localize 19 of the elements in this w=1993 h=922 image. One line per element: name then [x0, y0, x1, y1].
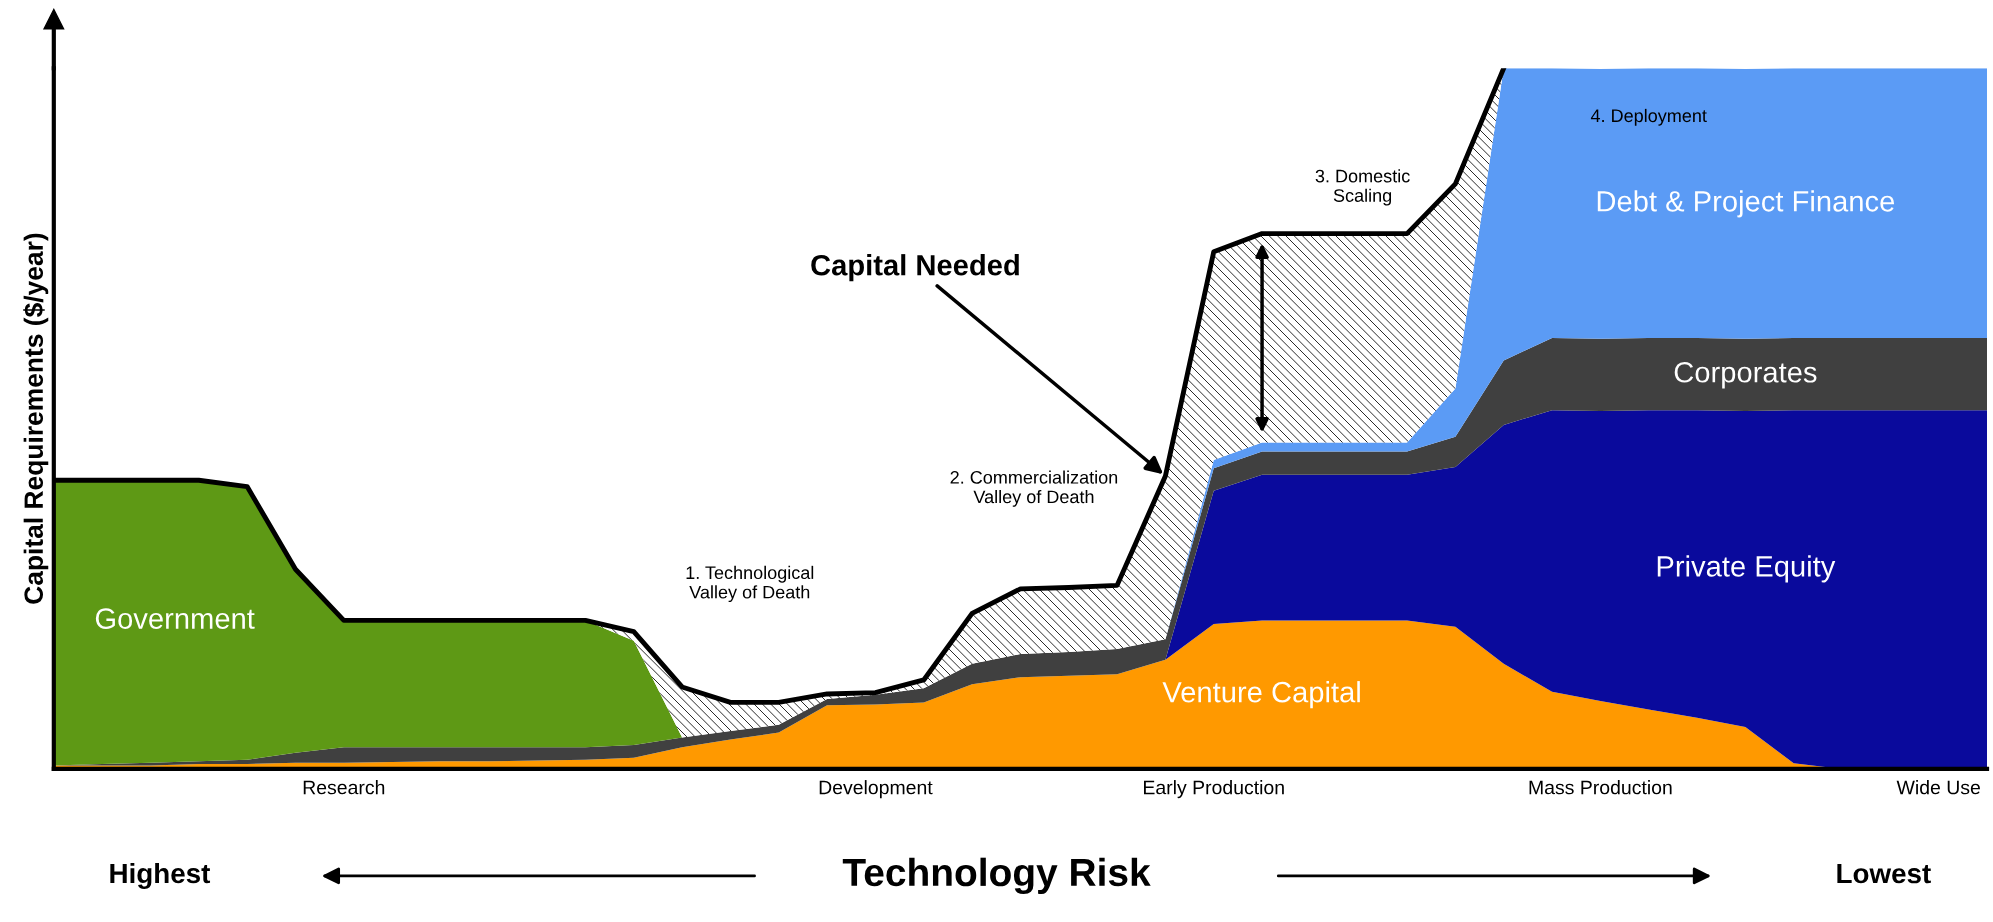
- text: Capital Needed: [811, 254, 1019, 282]
- annotation: 4. Deployment: [1590, 108, 1707, 126]
- annotation: 1. Technological Valley of Death: [686, 565, 814, 603]
- series-label: Corporates: [1674, 361, 1817, 389]
- y-axis-title: Capital Requirements ($/year): [23, 233, 49, 604]
- annotation: 3. Domestic Scaling: [1315, 169, 1410, 206]
- x-tick-label: Wide Use: [1896, 780, 1980, 795]
- x-tick-label: Early Production: [1144, 780, 1284, 799]
- text: Lowest: [1837, 863, 1931, 884]
- series-label: Private Equity: [1657, 555, 1836, 583]
- text: Highest: [110, 862, 211, 889]
- x-tick-label: Research: [303, 780, 385, 795]
- x-tick-label: Development: [819, 780, 933, 799]
- series-label: Government: [95, 608, 255, 629]
- x-axis-title: Technology Risk: [842, 857, 1151, 895]
- series-label: Debt & Project Finance: [1597, 190, 1895, 218]
- annotation: 2. Commercialization Valley of Death: [950, 470, 1118, 507]
- series-label: Venture Capital: [1162, 681, 1360, 709]
- x-tick-label: Mass Production: [1529, 780, 1672, 795]
